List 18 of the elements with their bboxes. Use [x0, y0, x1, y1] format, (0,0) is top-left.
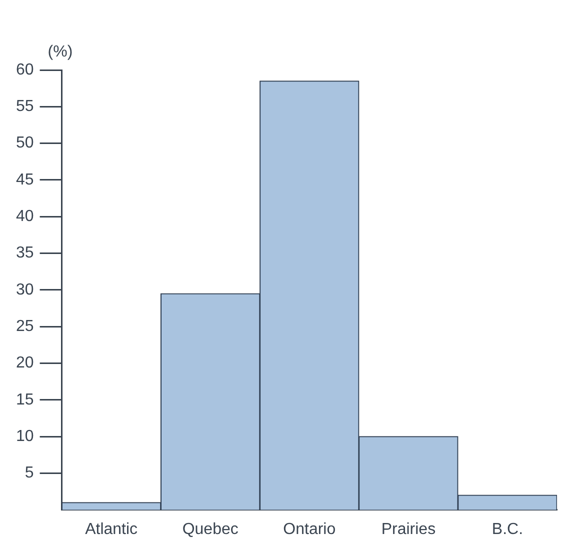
y-axis-title: (%) [48, 43, 73, 60]
y-tick-label: 50 [16, 134, 34, 152]
y-tick-label: 10 [16, 428, 34, 445]
x-tick-label: Atlantic [85, 520, 138, 538]
y-tick-label: 25 [16, 318, 34, 335]
y-tick-label: 20 [16, 354, 34, 372]
x-tick-label: B.C. [492, 520, 524, 538]
y-tick-label: 55 [16, 98, 34, 116]
y-tick-label: 35 [16, 244, 34, 262]
y-tick-label: 30 [16, 281, 34, 298]
y-tick-label: 15 [16, 391, 34, 408]
x-tick-label: Quebec [182, 520, 238, 538]
y-tick-label: 40 [16, 208, 34, 226]
y-tick-label: 60 [16, 61, 34, 78]
x-tick-label: Ontario [283, 520, 336, 538]
x-tick-label: Prairies [381, 520, 436, 538]
y-tick-label: 45 [16, 171, 34, 188]
y-tick-label: 5 [24, 464, 34, 482]
